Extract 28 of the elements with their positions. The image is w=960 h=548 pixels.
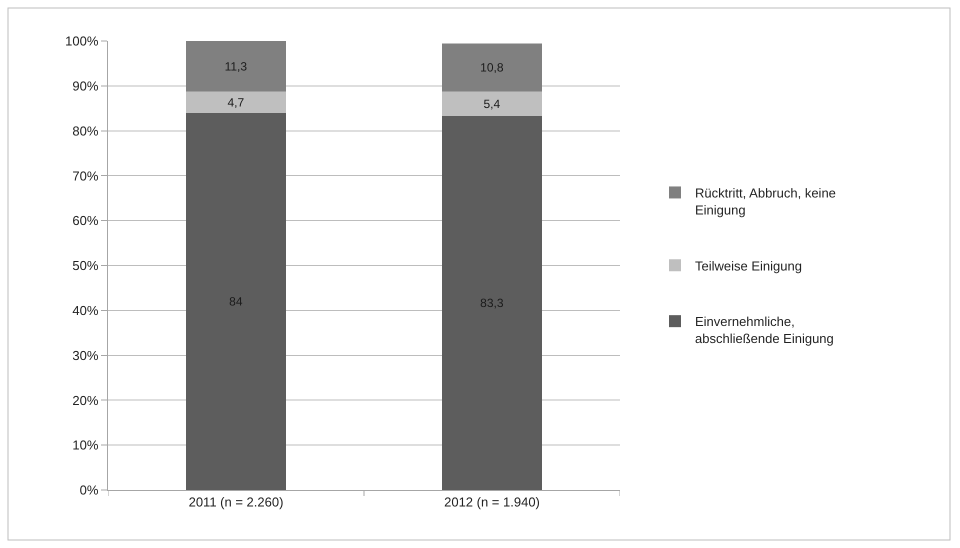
- data-label: 4,7: [227, 95, 245, 110]
- y-tick-label: 40%: [72, 302, 99, 318]
- legend-label: Einvernehmliche, abschließende Einigung: [695, 314, 834, 346]
- y-tick-label: 60%: [72, 213, 99, 228]
- y-tick-label: 100%: [65, 34, 99, 49]
- legend-label: Teilweise Einigung: [695, 258, 802, 274]
- data-label: 83,3: [480, 296, 504, 310]
- data-label: 5,4: [483, 96, 501, 111]
- legend-label: Rücktritt, Abbruch, keine Einigung: [695, 186, 836, 218]
- x-tick-label: 2011 (n = 2.260): [188, 494, 284, 510]
- bar: [442, 116, 542, 490]
- data-label: 10,8: [480, 60, 504, 74]
- data-label: 11,3: [224, 59, 248, 74]
- bar: [186, 41, 286, 92]
- bar: [442, 92, 542, 116]
- data-label: 84: [229, 294, 243, 308]
- y-tick-label: 70%: [72, 168, 99, 184]
- y-tick-label: 20%: [72, 392, 99, 408]
- x-tick-label: 2012 (n = 1.940): [444, 494, 540, 510]
- y-tick-label: 10%: [72, 438, 99, 453]
- bar: [442, 43, 542, 92]
- y-tick-label: 90%: [72, 78, 99, 94]
- y-tick-label: 80%: [72, 123, 99, 138]
- y-tick-label: 30%: [72, 348, 99, 363]
- y-tick-label: 0%: [80, 482, 99, 498]
- bar: [186, 112, 286, 490]
- bar: [186, 92, 286, 113]
- y-tick-label: 50%: [72, 258, 99, 274]
